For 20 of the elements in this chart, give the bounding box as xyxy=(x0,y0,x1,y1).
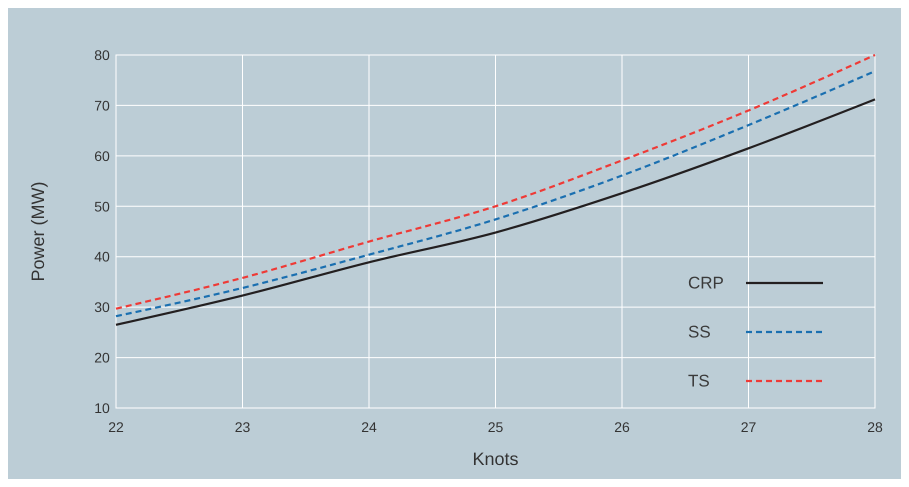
y-tick-label: 70 xyxy=(94,97,110,114)
x-tick-label: 26 xyxy=(614,419,630,435)
x-tick-label: 22 xyxy=(108,419,124,435)
y-tick-label: 10 xyxy=(94,400,110,416)
y-tick-label: 60 xyxy=(94,148,110,164)
x-tick-label: 27 xyxy=(740,419,756,435)
y-tick-label: 80 xyxy=(94,47,110,63)
x-tick-label: 25 xyxy=(488,419,504,435)
x-tick-label: 28 xyxy=(867,419,883,435)
y-tick-label: 50 xyxy=(94,198,110,214)
legend-label: TS xyxy=(688,372,710,390)
x-tick-label: 24 xyxy=(361,419,377,435)
x-tick-label: 23 xyxy=(234,419,250,435)
y-tick-label: 40 xyxy=(94,248,110,265)
y-tick-label: 30 xyxy=(94,299,110,316)
legend-label: SS xyxy=(688,322,711,342)
x-axis-title: Knots xyxy=(472,449,519,469)
y-tick-label: 20 xyxy=(94,350,110,366)
y-axis-title: Power (MW) xyxy=(28,182,48,282)
legend-label: CRP xyxy=(688,274,724,292)
